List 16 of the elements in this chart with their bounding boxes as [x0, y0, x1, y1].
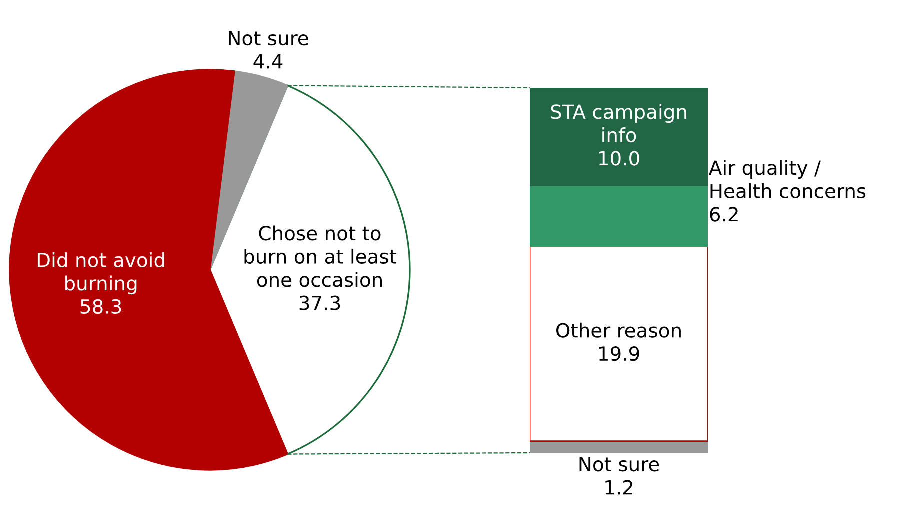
bar	[530, 246, 708, 442]
data-label: 10.0	[599, 151, 640, 166]
slice-label: Chose not to burn on at least one occasion	[244, 226, 397, 288]
series-label: Other reason	[556, 322, 681, 338]
data-label: 19.9	[599, 346, 640, 362]
data-label: 4.4	[254, 54, 283, 69]
data-label: 1.2	[606, 480, 633, 495]
series-label: Not sure	[580, 457, 660, 472]
data-label: 58.3	[80, 299, 122, 314]
series-label: Air quality / Health concerns	[709, 160, 866, 199]
bar	[530, 185, 708, 248]
data-label: 6.2	[710, 207, 738, 222]
series-label: STA campaign info	[551, 104, 686, 143]
slice-label: Did not avoid burning	[38, 252, 164, 295]
data-label: 37.3	[300, 296, 340, 311]
slice-label: Not sure	[229, 31, 308, 46]
